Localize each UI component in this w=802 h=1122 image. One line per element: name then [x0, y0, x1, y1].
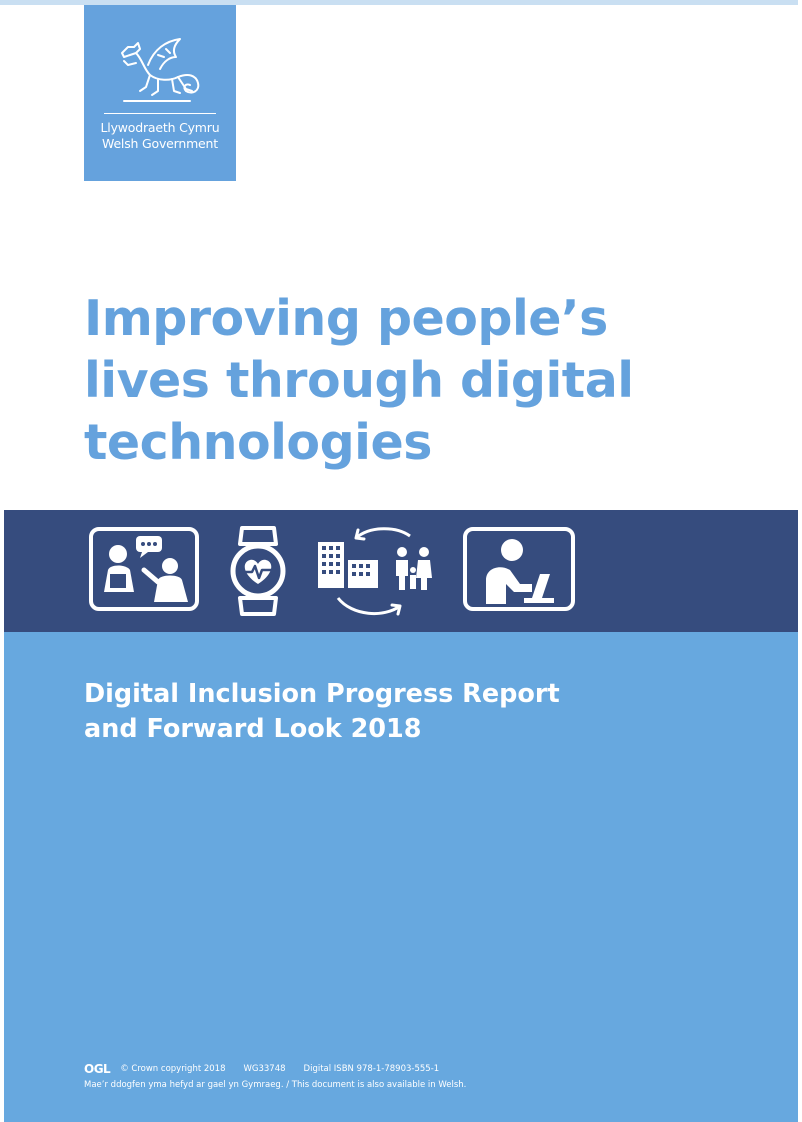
subtitle-line-1: Digital Inclusion Progress Report [84, 679, 560, 709]
dragon-icon [121, 38, 200, 102]
person-laptop-icon [463, 527, 575, 611]
welsh-government-logo: Llywodraeth Cymru Welsh Government [84, 5, 236, 181]
right-frame-edge [798, 0, 802, 1122]
title-line-3: technologies [84, 414, 432, 471]
logo-name-welsh: Llywodraeth Cymru [100, 120, 220, 135]
ogl-logo: OGL [84, 1062, 111, 1076]
subtitle-panel: Digital Inclusion Progress Report and Fo… [4, 632, 798, 1122]
top-strip [0, 0, 802, 5]
title-line-1: Improving people’s [84, 290, 608, 347]
report-subtitle: Digital Inclusion Progress Report and Fo… [84, 677, 684, 747]
reference-number: WG33748 [243, 1064, 286, 1074]
buildings-family-icon [318, 527, 432, 616]
page-title: Improving people’s lives through digital… [84, 288, 724, 474]
isbn-text: Digital ISBN 978-1-78903-555-1 [303, 1064, 440, 1074]
copyright-text: © Crown copyright 2018 [120, 1064, 226, 1074]
footer: OGL © Crown copyright 2018 WG33748 Digit… [84, 1062, 784, 1090]
icon-band [4, 510, 798, 632]
footer-metadata: OGL © Crown copyright 2018 WG33748 Digit… [84, 1062, 784, 1076]
logo-divider [104, 113, 216, 114]
language-note: Mae’r ddogfen yma hefyd ar gael yn Gymra… [84, 1080, 467, 1090]
subtitle-line-2: and Forward Look 2018 [84, 714, 422, 744]
logo-name-english: Welsh Government [102, 136, 218, 151]
people-conversation-icon [89, 527, 199, 611]
title-line-2: lives through digital [84, 352, 634, 409]
smartwatch-heart-icon [230, 526, 286, 616]
